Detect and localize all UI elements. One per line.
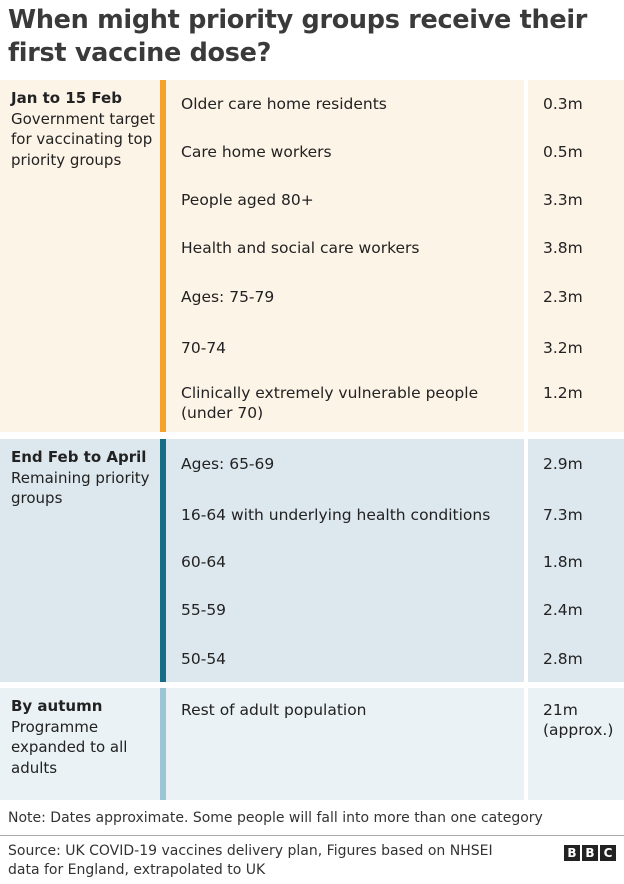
group-count: 3.2m bbox=[543, 339, 583, 357]
source: Source: UK COVID-19 vaccines delivery pl… bbox=[8, 843, 493, 878]
divider bbox=[0, 835, 624, 836]
group-name: Older care home residents bbox=[181, 95, 387, 113]
group-name: People aged 80+ bbox=[181, 191, 314, 209]
period-text: Jan to 15 Feb Government target for vacc… bbox=[11, 88, 159, 170]
logo-letter: C bbox=[600, 845, 616, 861]
group-name: Health and social care workers bbox=[181, 239, 420, 257]
group-count: 7.3m bbox=[543, 506, 583, 524]
bbc-logo: B B C bbox=[564, 845, 616, 861]
phase-section: By autumn Programme expanded to all adul… bbox=[0, 688, 624, 800]
group-name: Ages: 65-69 bbox=[181, 455, 275, 473]
group-name: Rest of adult population bbox=[181, 701, 367, 719]
group-count: 2.8m bbox=[543, 650, 583, 668]
count-cell bbox=[528, 439, 624, 682]
group-count: 0.3m bbox=[543, 95, 583, 113]
group-cell bbox=[166, 688, 524, 800]
period-cell: By autumn Programme expanded to all adul… bbox=[0, 688, 160, 800]
period-label: Jan to 15 Feb bbox=[11, 89, 122, 107]
group-name: 60-64 bbox=[181, 553, 227, 571]
group-count: 3.8m bbox=[543, 239, 583, 257]
group-name: Clinically extremely vulnerable people (… bbox=[181, 384, 479, 422]
logo-letter: B bbox=[582, 845, 598, 861]
phase-section: End Feb to April Remaining priority grou… bbox=[0, 439, 624, 682]
count-cell bbox=[528, 688, 624, 800]
group-cell bbox=[166, 80, 524, 432]
period-description: Programme expanded to all adults bbox=[11, 717, 128, 777]
group-count: 2.9m bbox=[543, 455, 583, 473]
phase-bar bbox=[160, 688, 166, 800]
group-count: 21m (approx.) bbox=[543, 701, 614, 739]
group-name: 50-54 bbox=[181, 650, 227, 668]
period-cell: Jan to 15 Feb Government target for vacc… bbox=[0, 80, 160, 432]
note: Note: Dates approximate. Some people wil… bbox=[8, 810, 543, 826]
period-label: End Feb to April bbox=[11, 448, 147, 466]
group-name: Care home workers bbox=[181, 143, 332, 161]
group-count: 3.3m bbox=[543, 191, 583, 209]
period-label: By autumn bbox=[11, 697, 103, 715]
group-count: 1.2m bbox=[543, 384, 583, 402]
group-count: 1.8m bbox=[543, 553, 583, 571]
group-count: 0.5m bbox=[543, 143, 583, 161]
period-description: Government target for vaccinating top pr… bbox=[11, 109, 155, 169]
group-name: Ages: 75-79 bbox=[181, 288, 275, 306]
period-cell: End Feb to April Remaining priority grou… bbox=[0, 439, 160, 682]
phase-section: Jan to 15 Feb Government target for vacc… bbox=[0, 80, 624, 432]
chart-title: When might priority groups receive their… bbox=[8, 5, 588, 68]
period-text: End Feb to April Remaining priority grou… bbox=[11, 447, 159, 509]
group-name: 55-59 bbox=[181, 601, 227, 619]
group-count: 2.4m bbox=[543, 601, 583, 619]
phase-bar bbox=[160, 439, 166, 682]
group-count: 2.3m bbox=[543, 288, 583, 306]
period-text: By autumn Programme expanded to all adul… bbox=[11, 696, 159, 778]
group-name: 16-64 with underlying health conditions bbox=[181, 506, 491, 524]
group-cell bbox=[166, 439, 524, 682]
logo-letter: B bbox=[564, 845, 580, 861]
phase-bar bbox=[160, 80, 166, 432]
group-name: 70-74 bbox=[181, 339, 227, 357]
count-cell bbox=[528, 80, 624, 432]
period-description: Remaining priority groups bbox=[11, 468, 150, 508]
